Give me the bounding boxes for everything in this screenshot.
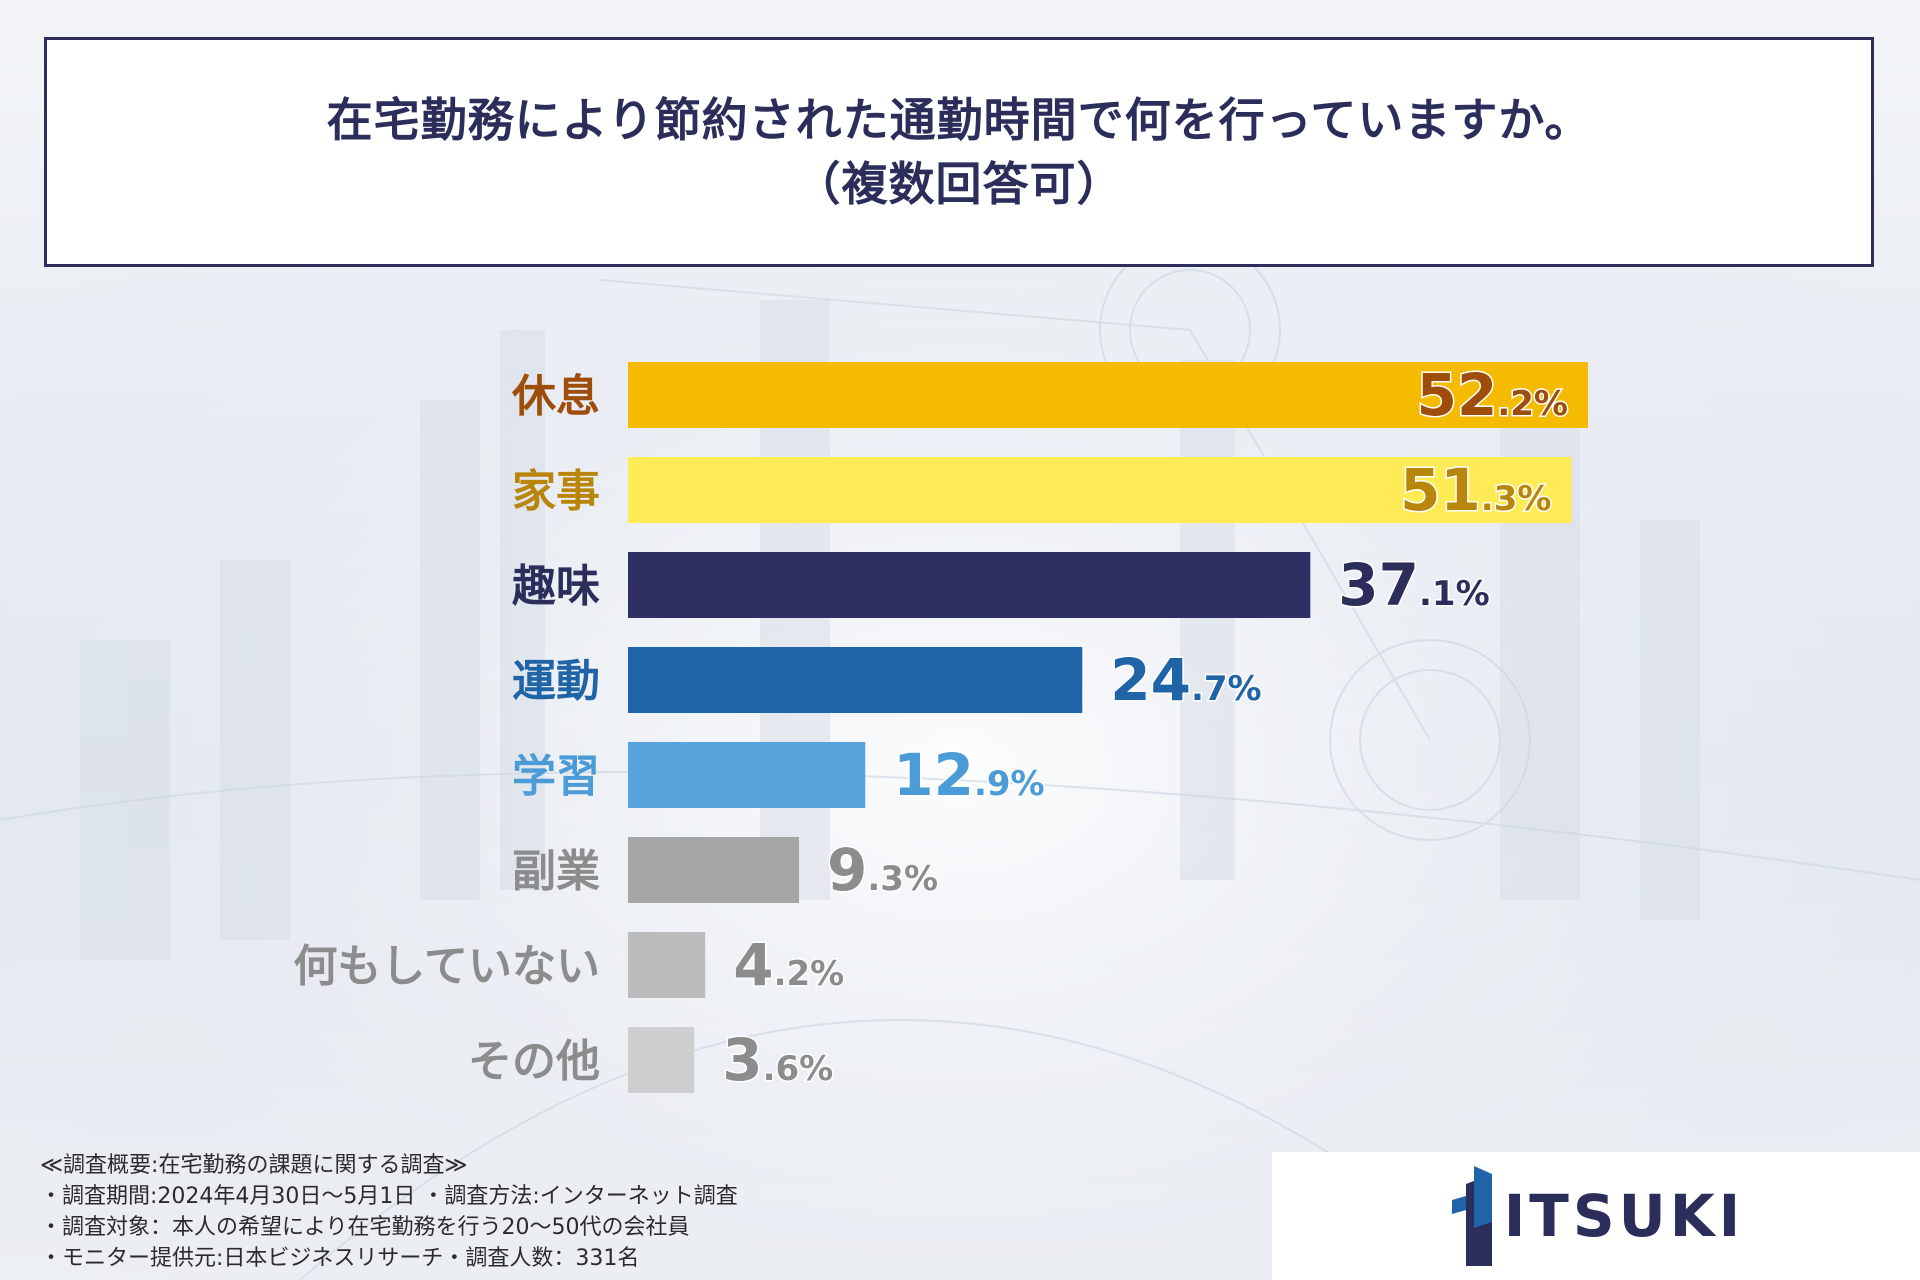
category-label: 家事 (512, 466, 600, 517)
category-label: 副業 (512, 846, 600, 897)
category-label: 趣味 (512, 561, 600, 612)
logo-panel: ITSUKI (1272, 1152, 1920, 1280)
survey-footnote: ≪調査概要:在宅勤務の課題に関する調査≫ ・調査期間:2024年4月30日〜5月… (40, 1150, 738, 1274)
bar (628, 647, 1083, 713)
footnote-line: ・調査期間:2024年4月30日〜5月1日 ・調査方法:インターネット調査 (40, 1184, 738, 1209)
logo-text: ITSUKI (1503, 1182, 1745, 1250)
category-label: 運動 (512, 656, 600, 707)
bar (628, 1027, 695, 1093)
footnote-line: ・モニター提供元:日本ビジネスリサーチ・調査人数：331名 (40, 1246, 640, 1271)
bar (628, 552, 1311, 618)
itsuki-logo-icon (1451, 1166, 1492, 1266)
category-label: 何もしていない (293, 941, 600, 992)
category-label: その他 (468, 1036, 600, 1087)
category-label: 学習 (512, 751, 600, 802)
bar-chart: 休息 52.2%家事 51.3%趣味 37.1%運動 24.7%学習 12.9%副業 9.3… (293, 360, 1588, 1096)
value-label: 4.2% (733, 931, 844, 999)
footnote-line: ・調査対象：本人の希望により在宅勤務を行う20〜50代の会社員 (40, 1215, 690, 1240)
value-label: 37.1% (1338, 551, 1489, 619)
category-label: 休息 (511, 371, 600, 422)
bar (628, 932, 706, 998)
value-label: 12.9% (893, 741, 1044, 809)
bar (628, 742, 866, 808)
value-label: 9.3% (827, 836, 938, 904)
bar (628, 837, 800, 903)
footnote-line: ≪調査概要:在宅勤務の課題に関する調査≫ (40, 1153, 468, 1178)
value-label: 24.7% (1110, 646, 1261, 714)
value-label: 3.6% (722, 1026, 833, 1094)
